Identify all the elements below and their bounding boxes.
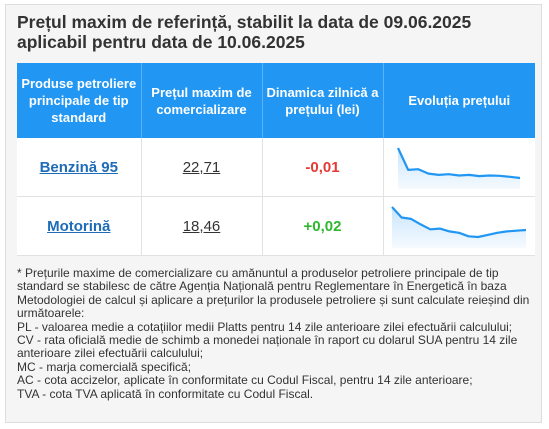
note-intro: * Prețurile maxime de comercializare cu … <box>17 266 530 321</box>
page-title: Prețul maxim de referință, stabilit la d… <box>17 12 472 52</box>
note-tva: TVA - cota TVA aplicată în conformitate … <box>17 386 314 401</box>
sparkline-cell <box>383 138 535 197</box>
sparkline-cell <box>383 196 535 256</box>
table-row: Benzină 95 22,71 -0,01 <box>17 138 535 197</box>
price-table: Produse petroliere principale de tip sta… <box>17 63 535 256</box>
table-header-row: Produse petroliere principale de tip sta… <box>17 63 535 138</box>
note-ac: AC - cota accizelor, aplicate în conform… <box>17 373 473 388</box>
header-product: Produse petroliere principale de tip sta… <box>17 63 142 138</box>
daily-change-motorina: +0,02 <box>303 217 342 235</box>
note-pl: PL - valoarea medie a cotațiilor medii P… <box>17 319 513 334</box>
header-max-price: Prețul maxim de comercializare <box>141 63 263 138</box>
change-cell: -0,01 <box>262 138 384 197</box>
price-cell: 18,46 <box>141 196 263 256</box>
price-panel: Prețul maxim de referință, stabilit la d… <box>5 4 542 423</box>
product-cell: Benzină 95 <box>17 138 142 197</box>
price-cell: 22,71 <box>141 138 263 197</box>
sparkline-benzina-95[interactable] <box>395 145 523 189</box>
sparkline-area <box>392 207 527 248</box>
sparkline-area <box>398 148 521 189</box>
product-cell: Motorină <box>17 196 142 256</box>
product-link-motorina[interactable]: Motorină <box>47 217 111 235</box>
daily-change-benzina-95: -0,01 <box>305 158 340 176</box>
change-cell: +0,02 <box>262 196 384 256</box>
header-daily-change: Dinamica zilnică a prețului (lei) <box>262 63 384 138</box>
note-cv: CV - rata oficială medie de schimb a mon… <box>17 333 518 361</box>
sparkline-line <box>397 147 521 180</box>
sparkline-motorina[interactable] <box>389 204 529 248</box>
price-value-benzina-95[interactable]: 22,71 <box>182 158 221 176</box>
note-mc: MC - marja comercială specifică; <box>17 359 192 374</box>
product-link-benzina-95[interactable]: Benzină 95 <box>39 158 118 176</box>
header-price-evolution: Evoluția prețului <box>383 63 535 138</box>
table-row: Motorină 18,46 +0,02 <box>17 196 535 256</box>
sparkline-line <box>391 206 527 239</box>
price-value-motorina[interactable]: 18,46 <box>182 217 221 235</box>
methodology-notes: * Prețurile maxime de comercializare cu … <box>17 266 535 401</box>
